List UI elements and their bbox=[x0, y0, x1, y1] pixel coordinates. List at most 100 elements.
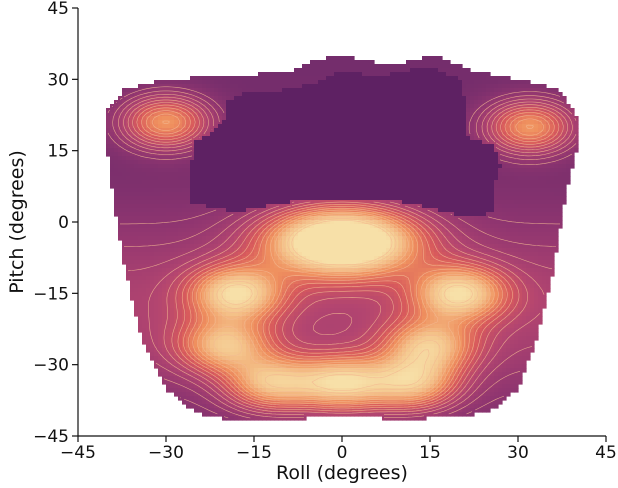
density-cell bbox=[410, 60, 415, 65]
density-cell bbox=[466, 216, 471, 221]
density-cell bbox=[302, 92, 307, 97]
density-cell bbox=[198, 100, 203, 105]
density-cell bbox=[258, 172, 263, 177]
density-cell bbox=[530, 84, 535, 89]
density-cell bbox=[394, 180, 399, 185]
density-cell bbox=[262, 136, 267, 141]
density-cell bbox=[418, 88, 423, 93]
density-cell bbox=[118, 208, 123, 213]
density-cell bbox=[362, 112, 367, 117]
density-cell bbox=[550, 204, 555, 209]
density-cell bbox=[418, 240, 423, 245]
density-cell bbox=[502, 236, 507, 241]
density-cell bbox=[182, 208, 187, 213]
density-cell bbox=[562, 144, 567, 149]
density-cell bbox=[362, 164, 367, 169]
density-cell bbox=[546, 220, 551, 225]
density-cell bbox=[350, 60, 355, 65]
density-cell bbox=[470, 144, 475, 149]
density-cell bbox=[182, 168, 187, 173]
density-cell bbox=[534, 112, 539, 117]
density-cell bbox=[354, 208, 359, 213]
density-cell bbox=[294, 188, 299, 193]
density-cell bbox=[262, 196, 267, 201]
density-cell bbox=[402, 180, 407, 185]
density-cell bbox=[194, 132, 199, 137]
density-cell bbox=[322, 88, 327, 93]
density-cell bbox=[554, 100, 559, 105]
density-cell bbox=[126, 148, 131, 153]
density-cell bbox=[438, 204, 443, 209]
density-cell bbox=[158, 184, 163, 189]
density-cell bbox=[430, 100, 435, 105]
density-cell bbox=[514, 240, 519, 245]
density-cell bbox=[138, 152, 143, 157]
density-cell bbox=[490, 240, 495, 245]
density-cell bbox=[482, 204, 487, 209]
density-cell bbox=[174, 144, 179, 149]
density-cell bbox=[334, 56, 339, 61]
density-cell bbox=[366, 92, 371, 97]
density-cell bbox=[226, 168, 231, 173]
density-cell bbox=[474, 228, 479, 233]
density-cell bbox=[310, 240, 315, 245]
density-cell bbox=[450, 236, 455, 241]
density-cell bbox=[506, 124, 511, 129]
density-cell bbox=[354, 192, 359, 197]
density-cell bbox=[254, 212, 259, 217]
density-cell bbox=[426, 84, 431, 89]
density-cell bbox=[182, 244, 187, 249]
density-cell bbox=[422, 148, 427, 153]
density-cell bbox=[542, 132, 547, 137]
density-cell bbox=[462, 224, 467, 229]
density-cell bbox=[442, 128, 447, 133]
density-cell bbox=[346, 104, 351, 109]
density-cell bbox=[390, 140, 395, 145]
density-cell bbox=[394, 140, 399, 145]
density-cell bbox=[310, 140, 315, 145]
density-cell bbox=[174, 80, 179, 85]
density-cell bbox=[546, 88, 551, 93]
density-cell bbox=[534, 88, 539, 93]
density-cell bbox=[282, 124, 287, 129]
density-cell bbox=[462, 244, 467, 249]
density-cell bbox=[266, 96, 271, 101]
density-cell bbox=[294, 96, 299, 101]
density-cell bbox=[478, 116, 483, 121]
density-cell bbox=[286, 100, 291, 105]
density-cell bbox=[110, 172, 115, 177]
density-cell bbox=[134, 220, 139, 225]
density-cell bbox=[550, 228, 555, 233]
density-cell bbox=[358, 124, 363, 129]
density-cell bbox=[530, 236, 535, 241]
density-cell bbox=[246, 100, 251, 105]
density-cell bbox=[178, 92, 183, 97]
density-cell bbox=[130, 224, 135, 229]
density-cell bbox=[414, 204, 419, 209]
density-cell bbox=[470, 132, 475, 137]
density-cell bbox=[530, 240, 535, 245]
density-cell bbox=[474, 120, 479, 125]
density-cell bbox=[554, 88, 559, 93]
density-cell bbox=[526, 120, 531, 125]
density-cell bbox=[394, 172, 399, 177]
density-cell bbox=[146, 144, 151, 149]
density-cell bbox=[438, 140, 443, 145]
density-cell bbox=[478, 228, 483, 233]
density-cell bbox=[550, 172, 555, 177]
density-cell bbox=[502, 208, 507, 213]
density-cell bbox=[454, 92, 459, 97]
density-cell bbox=[170, 184, 175, 189]
density-cell bbox=[562, 164, 567, 169]
density-cell bbox=[254, 192, 259, 197]
density-cell bbox=[334, 120, 339, 125]
density-cell bbox=[246, 172, 251, 177]
density-cell bbox=[410, 76, 415, 81]
density-cell bbox=[434, 68, 439, 73]
density-cell bbox=[206, 140, 211, 145]
density-cell bbox=[266, 108, 271, 113]
density-cell bbox=[130, 208, 135, 213]
density-cell bbox=[506, 76, 511, 81]
density-cell bbox=[326, 180, 331, 185]
density-cell bbox=[430, 80, 435, 85]
